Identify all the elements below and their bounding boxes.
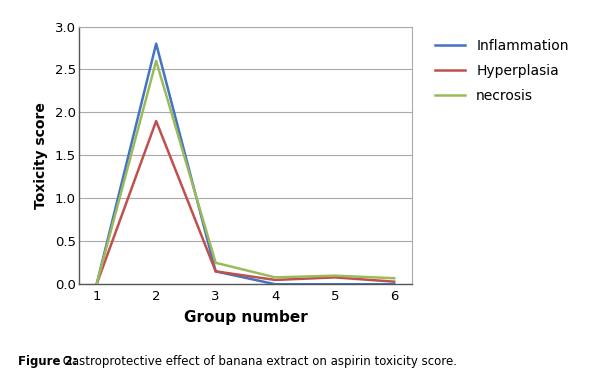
Hyperplasia: [93, 282, 100, 287]
X-axis label: Group number: Group number: [184, 310, 307, 325]
Hyperplasia: [331, 275, 338, 280]
Y-axis label: Toxicity score: Toxicity score: [34, 102, 48, 209]
Legend: Inflammation, Hyperplasia, necrosis: Inflammation, Hyperplasia, necrosis: [429, 33, 574, 109]
Text: Gastroprotective effect of banana extract on aspirin toxicity score.: Gastroprotective effect of banana extrac…: [59, 355, 458, 368]
necrosis: [212, 260, 219, 265]
Inflammation: [391, 282, 398, 287]
Line: necrosis: necrosis: [96, 61, 395, 284]
Hyperplasia: [391, 279, 398, 284]
Inflammation: [153, 41, 160, 46]
Hyperplasia: [212, 269, 219, 274]
Hyperplasia: [271, 278, 279, 282]
Inflammation: [93, 282, 100, 287]
necrosis: [271, 275, 279, 280]
necrosis: [331, 273, 338, 278]
necrosis: [391, 276, 398, 280]
Hyperplasia: [153, 119, 160, 123]
Inflammation: [212, 269, 219, 274]
necrosis: [93, 282, 100, 287]
Text: Figure 2:: Figure 2:: [18, 355, 78, 368]
necrosis: [153, 59, 160, 63]
Inflammation: [271, 282, 279, 287]
Line: Inflammation: Inflammation: [96, 44, 395, 284]
Line: Hyperplasia: Hyperplasia: [96, 121, 395, 284]
Inflammation: [331, 282, 338, 287]
